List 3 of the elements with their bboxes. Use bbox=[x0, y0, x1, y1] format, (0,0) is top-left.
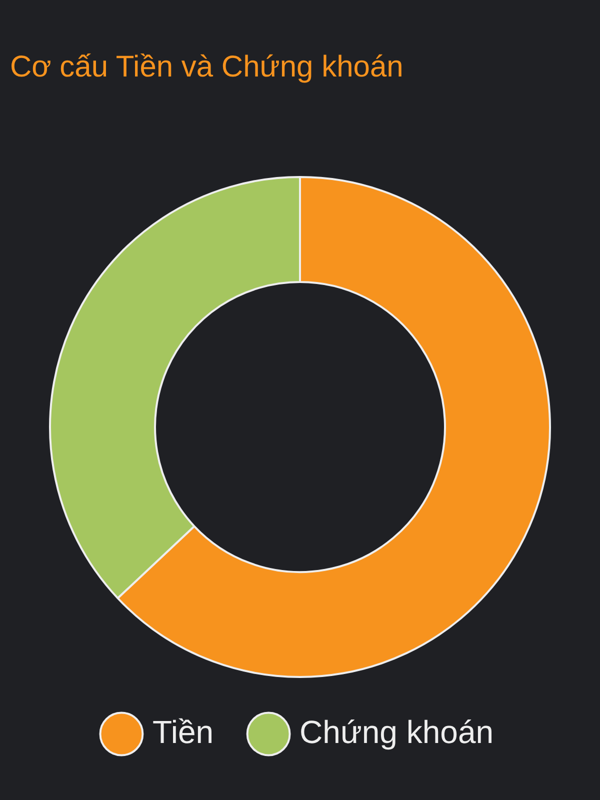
legend-label: Chứng khoán bbox=[300, 714, 494, 750]
legend-label: Tiền bbox=[152, 714, 214, 750]
chart-title: Cơ cấu Tiền và Chứng khoán bbox=[10, 50, 404, 84]
